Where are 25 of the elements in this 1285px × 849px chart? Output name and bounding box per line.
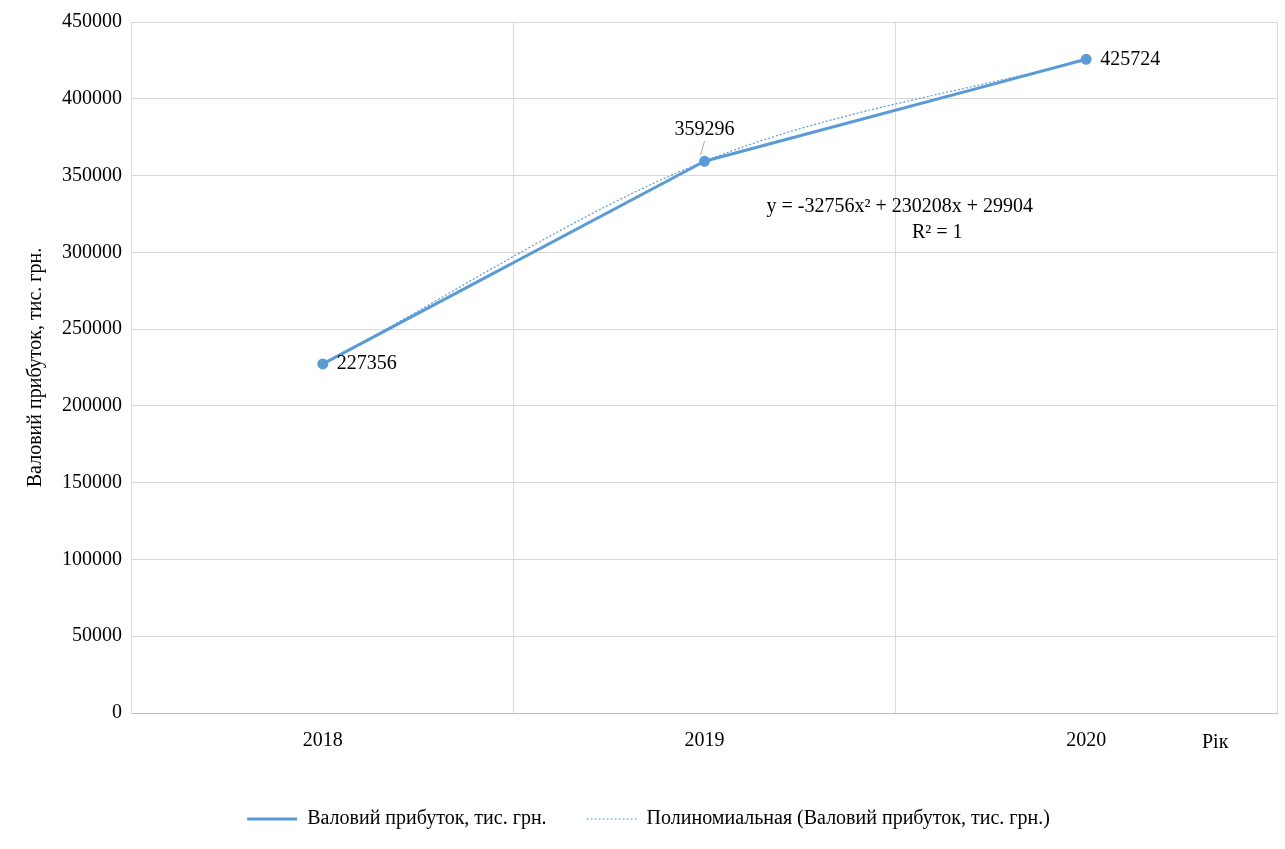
data-label: 359296	[674, 116, 735, 139]
y-axis-title: Валовий прибуток, тис. грн.	[23, 247, 47, 488]
y-tick-label: 50000	[72, 623, 122, 646]
x-tick-label: 2019	[684, 728, 725, 751]
y-tick-label: 200000	[62, 393, 122, 416]
y-tick-label: 400000	[62, 86, 122, 109]
y-tick-label: 150000	[62, 469, 122, 492]
annotation: y = -32756x² + 230208x + 29904	[766, 193, 1033, 217]
y-tick-label: 300000	[62, 239, 122, 262]
x-tick-label: 2020	[1066, 728, 1107, 751]
x-axis-title: Рік	[1202, 730, 1229, 753]
data-label: 227356	[336, 351, 397, 374]
legend-label: Полиномиальная (Валовий прибуток, тис. грн.)	[646, 806, 1050, 830]
legend-label: Валовий прибуток, тис. грн.	[307, 806, 547, 830]
y-tick-label: 100000	[62, 546, 122, 569]
point	[699, 155, 710, 167]
y-tick-label: 450000	[62, 9, 122, 32]
data-label: 425724	[1100, 46, 1161, 69]
point	[317, 358, 329, 370]
y-tick-label: 250000	[62, 316, 122, 339]
point	[1080, 53, 1092, 65]
x-tick-label: 2018	[302, 728, 343, 751]
annotation: R² = 1	[911, 219, 963, 242]
y-tick-label: 350000	[62, 162, 122, 185]
y-tick-label: 0	[112, 700, 122, 723]
